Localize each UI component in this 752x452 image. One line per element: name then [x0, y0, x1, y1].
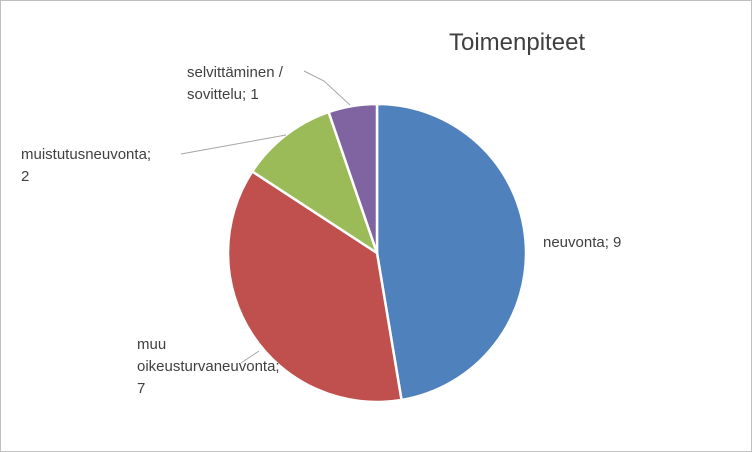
data-label-line: 2 — [21, 168, 29, 185]
slice-muu-oikeusturvaneuvonta — [226, 170, 403, 404]
label-selvittaminen-sovittelu: selvittäminen / sovittelu; 1 — [187, 64, 284, 103]
leader-line — [180, 134, 287, 155]
label-muistutusneuvonta: muistutusneuvonta; 2 — [21, 146, 151, 185]
slice-neuvonta — [375, 102, 528, 402]
data-label-line: neuvonta; 9 — [543, 234, 621, 251]
leader-line — [240, 350, 260, 364]
label-neuvonta: neuvonta; 9 — [543, 234, 621, 251]
data-label-line: sovittelu; 1 — [187, 86, 259, 103]
data-label-line: muu — [137, 336, 166, 353]
data-label-line: muistutusneuvonta; — [21, 146, 151, 163]
data-label-line: selvittäminen / — [187, 64, 284, 81]
chart-title: Toimenpiteet — [449, 29, 586, 56]
slice-selvittaminen-sovittelu — [327, 102, 379, 255]
leader-line — [303, 70, 351, 106]
label-muu-oikeusturvaneuvonta: muu oikeusturvaneuvonta; 7 — [137, 336, 280, 397]
data-label-line: oikeusturvaneuvonta; — [137, 358, 280, 375]
data-label-line: 7 — [137, 380, 145, 397]
